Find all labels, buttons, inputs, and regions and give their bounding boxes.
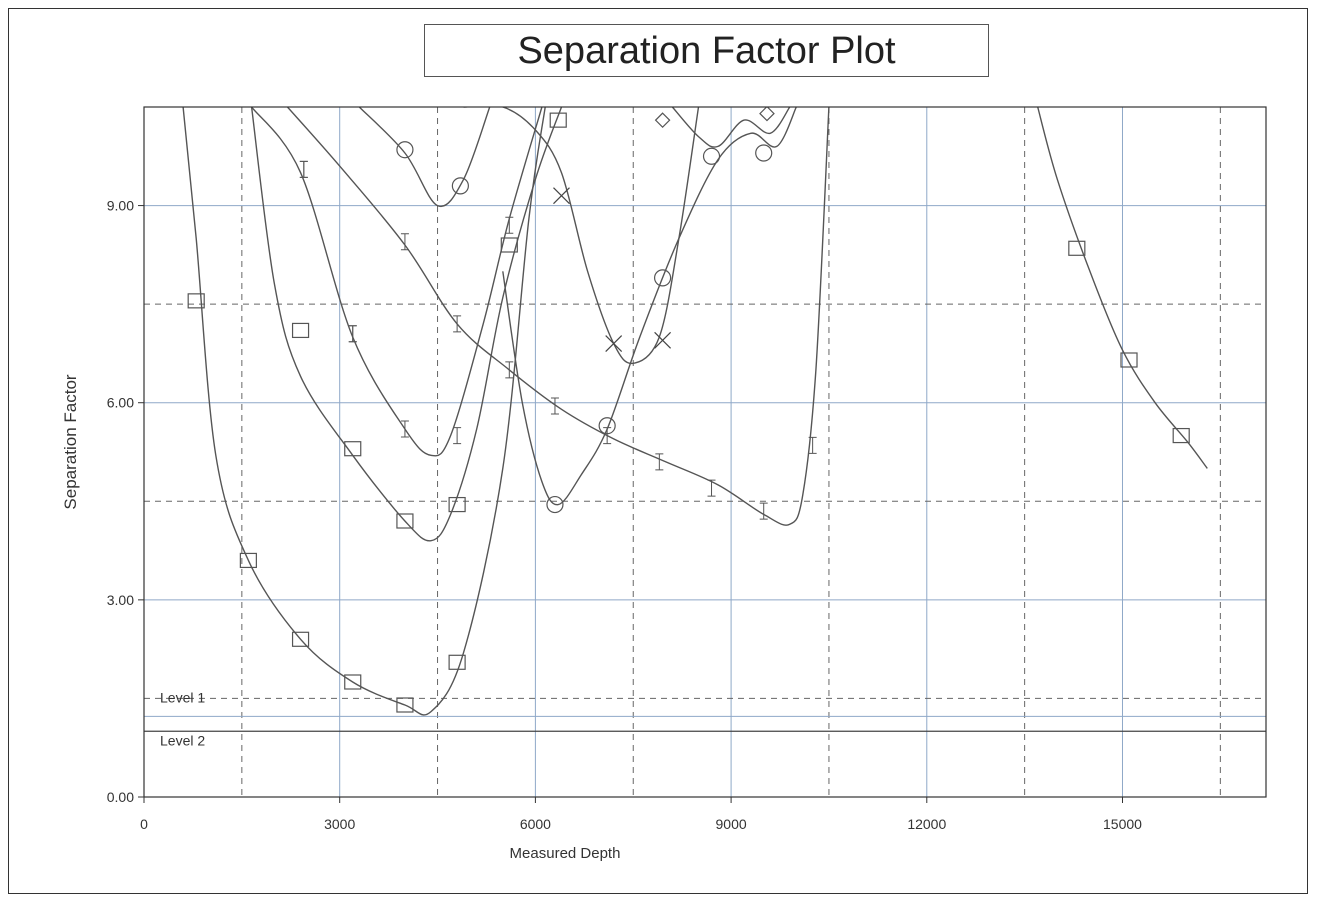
x-tick-label: 9000: [716, 816, 747, 832]
level-label: Level 2: [160, 732, 205, 748]
series-1-point: [396, 513, 414, 529]
x-tick-label: 6000: [520, 816, 551, 832]
series-7-point: [654, 112, 671, 128]
series-4-point: [451, 177, 469, 195]
series-3-point: [655, 453, 664, 471]
series-5-point: [755, 144, 773, 162]
level-label: Level 1: [160, 689, 205, 705]
series-5-point: [702, 147, 721, 165]
series-1-point: [500, 237, 518, 253]
series-6-line: [463, 107, 700, 365]
series-6-point: [654, 331, 672, 349]
series-1-point: [549, 112, 567, 128]
chart-title-box: [424, 24, 989, 77]
y-tick-label: 9.00: [107, 198, 134, 214]
y-tick-label: 6.00: [107, 395, 134, 411]
series-0-point: [239, 552, 257, 569]
chart-title: Separation Factor Plot: [517, 30, 896, 72]
series-5-point: [546, 495, 564, 514]
plot-area: [144, 107, 1266, 797]
series-3-point: [808, 436, 817, 454]
series-3-point: [759, 502, 768, 520]
series-1-point: [344, 441, 362, 457]
series-2-point: [453, 427, 462, 445]
series-1-point: [448, 496, 466, 513]
series-3-point: [348, 325, 357, 343]
series-7-line: [671, 107, 791, 148]
series-0-point: [187, 293, 205, 309]
series-3-line: [286, 107, 830, 526]
series-6-point: [605, 335, 623, 352]
series-5-point: [653, 269, 672, 287]
series-6-point: [553, 187, 570, 205]
series-8-point: [1068, 240, 1086, 256]
x-axis-title: Measured Depth: [510, 845, 621, 862]
series-5-line: [502, 107, 797, 506]
y-tick-label: 0.00: [107, 789, 134, 805]
series-group: [182, 107, 1208, 716]
series-2-point: [505, 216, 514, 234]
series-2-point: [400, 420, 409, 438]
x-tick-label: 0: [140, 816, 148, 832]
series-0-point: [396, 697, 414, 713]
series-3-point: [299, 160, 308, 178]
series-1-point: [291, 322, 310, 339]
series-0-line: [182, 107, 546, 716]
series-5-point: [598, 417, 616, 435]
series-0-point: [344, 674, 362, 690]
series-0-point: [448, 654, 466, 670]
y-tick-label: 3.00: [107, 592, 134, 608]
series-3-point: [505, 361, 514, 379]
series-4-line: [358, 107, 491, 208]
series-7-point: [759, 107, 775, 122]
series-3-point: [707, 479, 716, 497]
x-tick-label: 12000: [907, 816, 946, 832]
series-4-point: [396, 141, 414, 159]
plot-border: [143, 106, 1267, 798]
series-3-point: [453, 315, 462, 333]
series-8-point: [1120, 352, 1138, 368]
series-1-line: [250, 107, 563, 542]
y-axis-title: Separation Factor: [61, 374, 80, 509]
series-8-point: [1172, 427, 1190, 444]
x-tick-label: 3000: [324, 816, 355, 832]
chart-frame: [8, 8, 1308, 894]
x-tick-label: 15000: [1103, 816, 1142, 832]
series-3-point: [400, 233, 409, 251]
series-0-point: [291, 631, 310, 647]
series-2-line: [251, 107, 543, 457]
series-3-point: [550, 397, 559, 415]
